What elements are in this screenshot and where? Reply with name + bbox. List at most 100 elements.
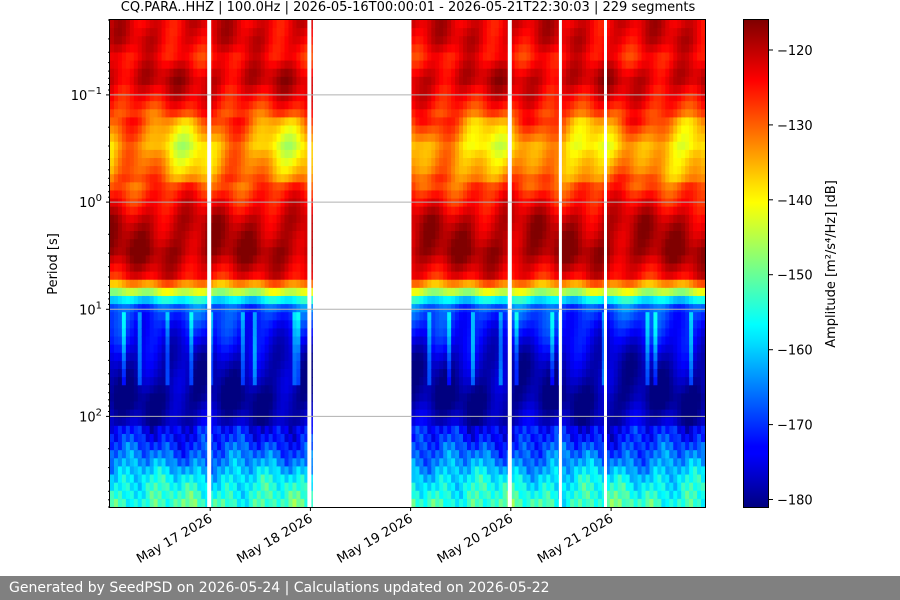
heatmap-cell bbox=[411, 312, 417, 321]
heatmap-cell bbox=[296, 76, 301, 86]
heatmap-cell bbox=[490, 76, 496, 86]
heatmap-cell bbox=[225, 482, 230, 492]
heatmap-cell bbox=[193, 247, 198, 256]
heatmap-cell bbox=[161, 93, 167, 102]
heatmap-cell bbox=[470, 377, 476, 386]
heatmap-cell bbox=[181, 182, 186, 192]
heatmap-cell bbox=[482, 344, 488, 354]
heatmap-cell bbox=[113, 76, 119, 86]
heatmap-cell bbox=[225, 328, 230, 338]
heatmap-cell bbox=[236, 369, 242, 378]
heatmap-cell bbox=[129, 279, 135, 289]
heatmap-cell bbox=[439, 109, 444, 118]
heatmap-cell bbox=[145, 425, 151, 435]
heatmap-cell bbox=[201, 279, 206, 289]
heatmap-cell bbox=[439, 44, 444, 54]
heatmap-cell bbox=[423, 28, 428, 37]
heatmap-cell bbox=[482, 271, 488, 281]
heatmap-cell bbox=[177, 482, 182, 492]
heatmap-cell bbox=[490, 157, 496, 167]
heatmap-cell bbox=[534, 198, 539, 208]
heatmap-cell bbox=[498, 20, 504, 29]
heatmap-cell bbox=[225, 60, 230, 70]
heatmap-cell bbox=[157, 109, 163, 118]
heatmap-cell bbox=[236, 133, 242, 143]
heatmap-cell bbox=[510, 109, 516, 118]
heatmap-cell bbox=[423, 425, 428, 435]
heatmap-cell bbox=[288, 247, 294, 256]
heatmap-cell bbox=[447, 328, 452, 338]
heatmap-cell bbox=[189, 93, 194, 102]
heatmap-cell bbox=[455, 214, 460, 224]
heatmap-cell bbox=[177, 68, 182, 78]
heatmap-cell bbox=[411, 231, 417, 240]
heatmap-cell bbox=[272, 133, 278, 143]
heatmap-cell bbox=[474, 68, 480, 78]
heatmap-cell bbox=[292, 287, 298, 297]
heatmap-cell bbox=[181, 328, 186, 338]
heatmap-cell bbox=[435, 409, 440, 419]
heatmap-cell bbox=[304, 474, 309, 484]
heatmap-cell bbox=[169, 425, 175, 435]
heatmap-cell bbox=[110, 328, 115, 338]
heatmap-cell bbox=[181, 369, 186, 378]
heatmap-cell bbox=[121, 336, 127, 346]
heatmap-cell bbox=[498, 101, 504, 110]
heatmap-cell bbox=[110, 28, 115, 37]
heatmap-cell bbox=[272, 157, 278, 167]
heatmap-cell bbox=[427, 279, 432, 289]
heatmap-cell bbox=[125, 28, 131, 37]
heatmap-cell bbox=[157, 117, 163, 127]
heatmap-cell bbox=[181, 101, 186, 110]
heatmap-cell bbox=[474, 157, 480, 167]
heatmap-cell bbox=[189, 149, 194, 159]
heatmap-cell bbox=[498, 320, 504, 330]
heatmap-cell bbox=[518, 149, 524, 159]
heatmap-cell bbox=[113, 157, 119, 167]
heatmap-cell bbox=[502, 409, 508, 419]
heatmap-cell bbox=[248, 117, 254, 127]
heatmap-cell bbox=[300, 222, 305, 232]
heatmap-cell bbox=[110, 385, 115, 394]
heatmap-cell bbox=[526, 182, 532, 192]
heatmap-cell bbox=[256, 206, 262, 216]
heatmap-cell bbox=[161, 28, 167, 37]
heatmap-cell bbox=[276, 482, 282, 492]
heatmap-cell bbox=[534, 490, 539, 500]
heatmap-cell bbox=[256, 255, 262, 265]
heatmap-cell bbox=[133, 206, 139, 216]
heatmap-cell bbox=[268, 482, 274, 492]
heatmap-cell bbox=[526, 352, 532, 362]
heatmap-cell bbox=[161, 304, 167, 313]
heatmap-cell bbox=[110, 214, 115, 224]
heatmap-cell bbox=[292, 198, 298, 208]
heatmap-cell bbox=[201, 52, 206, 62]
heatmap-cell bbox=[117, 109, 123, 118]
heatmap-cell bbox=[490, 125, 496, 135]
heatmap-cell bbox=[173, 320, 179, 330]
heatmap-cell bbox=[173, 433, 179, 443]
heatmap-cell bbox=[467, 133, 472, 143]
heatmap-cell bbox=[193, 320, 198, 330]
heatmap-cell bbox=[213, 360, 218, 370]
heatmap-cell bbox=[518, 433, 524, 443]
heatmap-cell bbox=[474, 93, 480, 102]
heatmap-cell bbox=[463, 377, 468, 386]
heatmap-cell bbox=[240, 247, 246, 256]
heatmap-cell bbox=[129, 442, 135, 451]
heatmap-cell bbox=[486, 425, 492, 435]
heatmap-cell bbox=[451, 271, 456, 281]
heatmap-cell bbox=[197, 125, 202, 135]
heatmap-cell bbox=[129, 474, 135, 484]
heatmap-cell bbox=[157, 401, 163, 411]
heatmap-cell bbox=[451, 133, 456, 143]
heatmap-cell bbox=[165, 247, 171, 256]
heatmap-cell bbox=[149, 231, 155, 240]
heatmap-cell bbox=[189, 377, 194, 386]
heatmap-cell bbox=[260, 279, 266, 289]
heatmap-cell bbox=[117, 498, 123, 508]
heatmap-cell bbox=[482, 482, 488, 492]
heatmap-cell bbox=[173, 231, 179, 240]
heatmap-cell bbox=[304, 60, 309, 70]
heatmap-cell bbox=[288, 20, 294, 29]
